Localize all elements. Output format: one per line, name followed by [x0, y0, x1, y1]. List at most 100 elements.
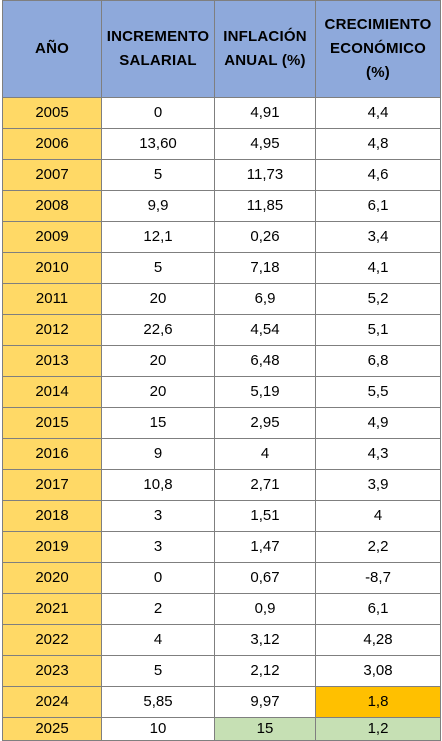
- inflation-cell[interactable]: 11,85: [214, 190, 316, 222]
- inflation-cell[interactable]: 4: [214, 438, 316, 470]
- salary-cell[interactable]: 2: [101, 593, 215, 625]
- header-year[interactable]: AÑO: [2, 0, 102, 98]
- salary-cell[interactable]: 12,1: [101, 221, 215, 253]
- salary-cell[interactable]: 5: [101, 252, 215, 284]
- year-cell[interactable]: 2017: [2, 469, 102, 501]
- salary-cell[interactable]: 5,85: [101, 686, 215, 718]
- table-row: 2006 13,60 4,95 4,8: [2, 128, 441, 160]
- year-cell[interactable]: 2020: [2, 562, 102, 594]
- inflation-cell[interactable]: 3,12: [214, 624, 316, 656]
- inflation-cell[interactable]: 11,73: [214, 159, 316, 191]
- salary-cell[interactable]: 13,60: [101, 128, 215, 160]
- inflation-cell[interactable]: 9,97: [214, 686, 316, 718]
- table-row: 2009 12,1 0,26 3,4: [2, 221, 441, 253]
- year-cell[interactable]: 2019: [2, 531, 102, 563]
- growth-cell[interactable]: 5,2: [315, 283, 441, 315]
- salary-cell[interactable]: 0: [101, 562, 215, 594]
- growth-cell[interactable]: 4,6: [315, 159, 441, 191]
- header-economic-growth[interactable]: CRECIMIENTO ECONÓMICO (%): [315, 0, 441, 98]
- growth-cell[interactable]: 4,8: [315, 128, 441, 160]
- year-cell[interactable]: 2005: [2, 97, 102, 129]
- growth-cell-highlighted[interactable]: 1,2: [315, 717, 441, 741]
- growth-cell[interactable]: 4,9: [315, 407, 441, 439]
- growth-cell[interactable]: 2,2: [315, 531, 441, 563]
- table-row: 2025 10 15 1,2: [2, 717, 441, 741]
- table-row: 2020 0 0,67 -8,7: [2, 562, 441, 594]
- growth-cell[interactable]: 4,4: [315, 97, 441, 129]
- year-cell[interactable]: 2012: [2, 314, 102, 346]
- salary-cell[interactable]: 3: [101, 500, 215, 532]
- salary-cell[interactable]: 15: [101, 407, 215, 439]
- salary-cell[interactable]: 0: [101, 97, 215, 129]
- year-cell[interactable]: 2015: [2, 407, 102, 439]
- salary-cell[interactable]: 3: [101, 531, 215, 563]
- year-cell[interactable]: 2006: [2, 128, 102, 160]
- inflation-cell[interactable]: 2,71: [214, 469, 316, 501]
- inflation-cell[interactable]: 1,51: [214, 500, 316, 532]
- year-cell[interactable]: 2008: [2, 190, 102, 222]
- growth-cell[interactable]: 4,3: [315, 438, 441, 470]
- table-row: 2010 5 7,18 4,1: [2, 252, 441, 284]
- salary-cell[interactable]: 9: [101, 438, 215, 470]
- growth-cell[interactable]: 6,1: [315, 190, 441, 222]
- year-cell[interactable]: 2007: [2, 159, 102, 191]
- year-cell[interactable]: 2010: [2, 252, 102, 284]
- salary-cell[interactable]: 22,6: [101, 314, 215, 346]
- year-cell[interactable]: 2018: [2, 500, 102, 532]
- header-annual-inflation[interactable]: INFLACIÓN ANUAL (%): [214, 0, 316, 98]
- inflation-cell-highlighted[interactable]: 15: [214, 717, 316, 741]
- growth-cell[interactable]: 6,1: [315, 593, 441, 625]
- growth-cell[interactable]: 4,28: [315, 624, 441, 656]
- inflation-cell[interactable]: 5,19: [214, 376, 316, 408]
- growth-cell[interactable]: 3,4: [315, 221, 441, 253]
- salary-cell[interactable]: 20: [101, 283, 215, 315]
- inflation-cell[interactable]: 7,18: [214, 252, 316, 284]
- inflation-cell[interactable]: 2,95: [214, 407, 316, 439]
- growth-cell[interactable]: 6,8: [315, 345, 441, 377]
- inflation-cell[interactable]: 6,48: [214, 345, 316, 377]
- growth-cell[interactable]: 3,9: [315, 469, 441, 501]
- year-cell[interactable]: 2009: [2, 221, 102, 253]
- growth-cell[interactable]: 4,1: [315, 252, 441, 284]
- inflation-cell[interactable]: 2,12: [214, 655, 316, 687]
- growth-cell[interactable]: 5,5: [315, 376, 441, 408]
- inflation-cell[interactable]: 0,67: [214, 562, 316, 594]
- salary-cell[interactable]: 9,9: [101, 190, 215, 222]
- growth-cell[interactable]: 3,08: [315, 655, 441, 687]
- inflation-cell[interactable]: 4,91: [214, 97, 316, 129]
- table-row: 2018 3 1,51 4: [2, 500, 441, 532]
- salary-cell[interactable]: 4: [101, 624, 215, 656]
- inflation-cell[interactable]: 4,54: [214, 314, 316, 346]
- header-salary-increase[interactable]: INCREMENTO SALARIAL: [101, 0, 215, 98]
- salary-cell[interactable]: 5: [101, 159, 215, 191]
- table-row: 2016 9 4 4,3: [2, 438, 441, 470]
- header-annual-inflation-label: INFLACIÓN ANUAL (%): [223, 28, 307, 69]
- year-cell[interactable]: 2014: [2, 376, 102, 408]
- year-cell[interactable]: 2021: [2, 593, 102, 625]
- inflation-cell[interactable]: 1,47: [214, 531, 316, 563]
- salary-cell[interactable]: 10: [101, 717, 215, 741]
- growth-cell[interactable]: 4: [315, 500, 441, 532]
- year-cell[interactable]: 2025: [2, 717, 102, 741]
- salary-cell[interactable]: 20: [101, 345, 215, 377]
- year-cell[interactable]: 2013: [2, 345, 102, 377]
- table-row: 2012 22,6 4,54 5,1: [2, 314, 441, 346]
- year-cell[interactable]: 2016: [2, 438, 102, 470]
- year-cell[interactable]: 2022: [2, 624, 102, 656]
- table-row: 2022 4 3,12 4,28: [2, 624, 441, 656]
- inflation-cell[interactable]: 0,26: [214, 221, 316, 253]
- salary-cell[interactable]: 10,8: [101, 469, 215, 501]
- year-cell[interactable]: 2011: [2, 283, 102, 315]
- inflation-cell[interactable]: 6,9: [214, 283, 316, 315]
- table-row: 2007 5 11,73 4,6: [2, 159, 441, 191]
- inflation-cell[interactable]: 0,9: [214, 593, 316, 625]
- year-cell[interactable]: 2023: [2, 655, 102, 687]
- table-row: 2008 9,9 11,85 6,1: [2, 190, 441, 222]
- year-cell[interactable]: 2024: [2, 686, 102, 718]
- growth-cell[interactable]: 5,1: [315, 314, 441, 346]
- salary-cell[interactable]: 5: [101, 655, 215, 687]
- growth-cell[interactable]: -8,7: [315, 562, 441, 594]
- salary-cell[interactable]: 20: [101, 376, 215, 408]
- growth-cell-highlighted[interactable]: 1,8: [315, 686, 441, 718]
- inflation-cell[interactable]: 4,95: [214, 128, 316, 160]
